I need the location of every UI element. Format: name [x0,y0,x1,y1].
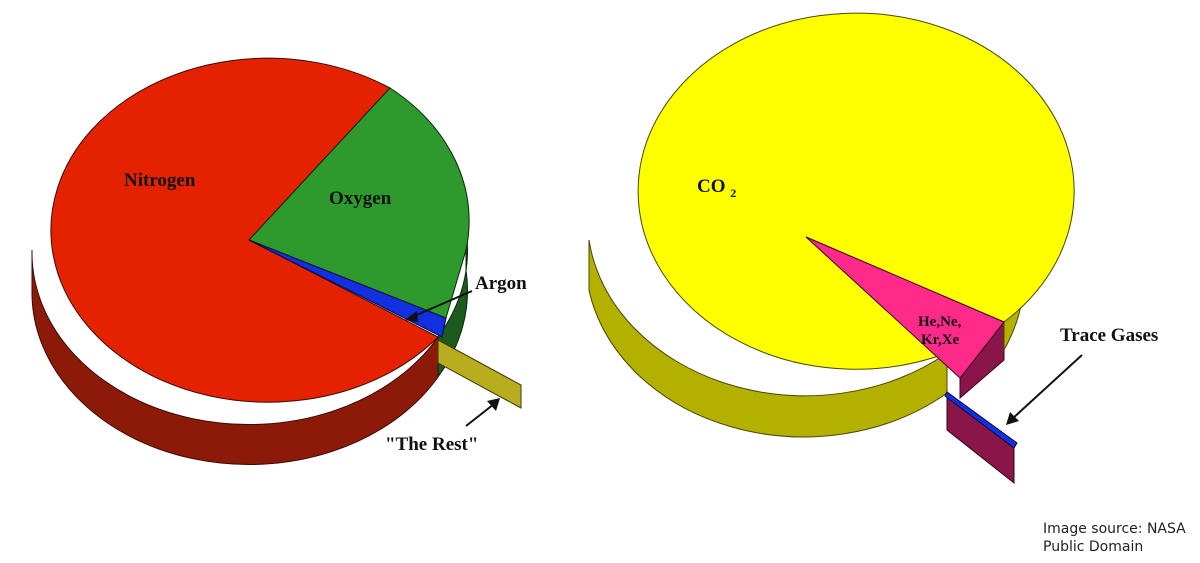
chart-1-slice-the-rest [437,339,522,409]
chart-1-label-the-rest: "The Rest" [385,434,478,455]
chart-1-label-oxygen: Oxygen [329,188,392,209]
chart-2-label-co2-main: CO [697,176,726,197]
chart-1-slice-argon [248,239,447,338]
chart-2-trace-arrow [1011,354,1083,420]
chart-1-label-argon: Argon [475,273,527,294]
chart-2-label-trace-gases: Trace Gases [1060,325,1158,346]
chart-2-group: CO 2 He,Ne, Kr,Xe Trace Gases [588,12,1158,485]
caption-line-1: Image source: NASA [1043,521,1186,537]
chart-1-argon-arrow [411,290,473,318]
chart-1-label-nitrogen: Nitrogen [124,170,196,191]
chart-2-trace-arrowhead [1006,412,1019,425]
chart-2-label-he-ne: He,Ne, [918,314,962,330]
chart-2-label-kr-xe: Kr,Xe [921,332,960,348]
chart-2-label-co2-sub: 2 [730,186,736,200]
chart-1-rest-arrow [465,403,495,427]
chart-2-slice-co2 [637,12,1075,370]
caption-line-2: Public Domain [1043,539,1144,555]
chart-2-label-co2: CO 2 [697,176,736,200]
image-source-caption: Image source: NASA Public Domain [1043,520,1186,556]
chart-1-group: Nitrogen Oxygen Argon "The Rest" [31,57,527,466]
chart-2-slice-he-ne-kr-xe [805,236,1005,379]
chart-1-argon-arrowhead [405,311,418,322]
chart-2-side-co2 [588,239,948,438]
chart-1-rest-arrowhead [487,398,500,411]
chart-2-slice-trace-gases-top [944,391,1018,449]
chart-1-slice-oxygen [248,87,470,319]
chart-1-slice-nitrogen [50,57,439,403]
